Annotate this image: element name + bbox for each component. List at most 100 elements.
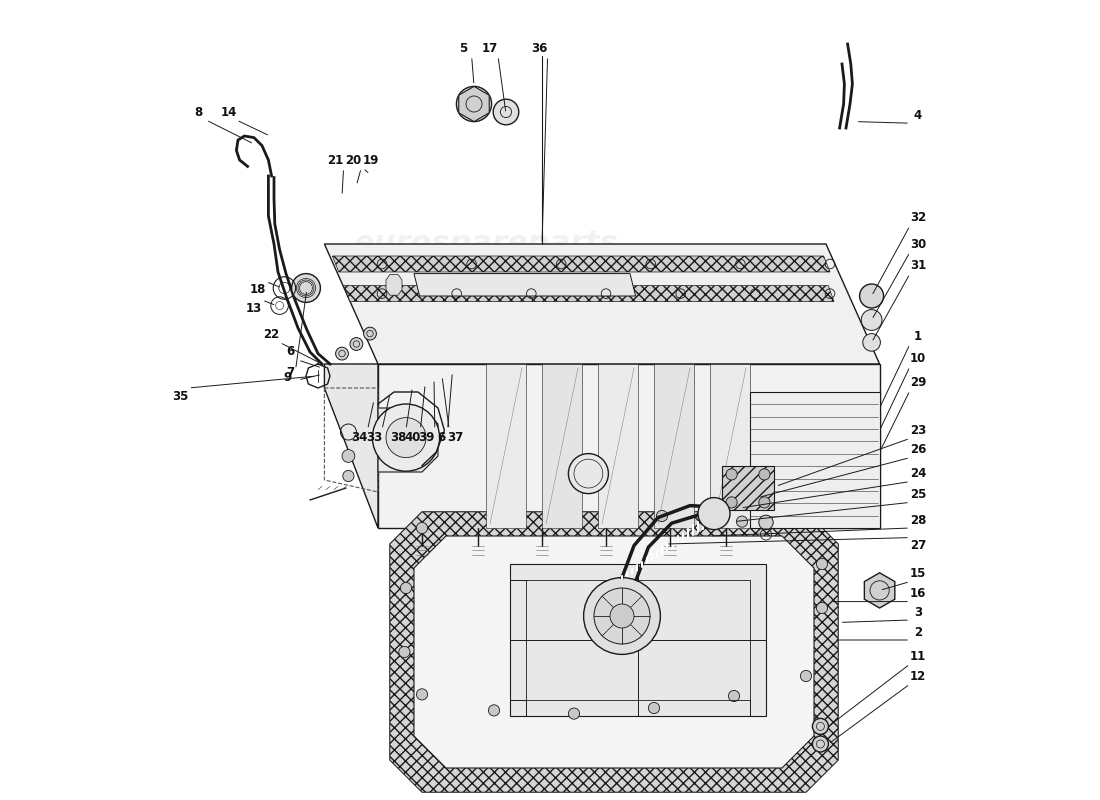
Circle shape [657, 510, 668, 522]
Circle shape [386, 418, 426, 458]
Polygon shape [598, 364, 638, 528]
Polygon shape [414, 274, 636, 296]
Text: 12: 12 [910, 670, 926, 682]
Circle shape [816, 602, 827, 614]
Circle shape [736, 516, 748, 527]
Circle shape [488, 705, 499, 716]
Circle shape [417, 522, 428, 534]
Text: 20: 20 [345, 154, 361, 166]
Text: 3: 3 [914, 606, 922, 618]
Text: 14: 14 [220, 106, 236, 118]
Circle shape [728, 690, 739, 702]
Polygon shape [414, 536, 814, 768]
Polygon shape [542, 364, 582, 528]
Polygon shape [486, 364, 526, 528]
Text: 18: 18 [250, 283, 266, 296]
Circle shape [759, 469, 770, 480]
Text: 2: 2 [914, 626, 922, 638]
Text: 35: 35 [173, 390, 188, 402]
Text: 23: 23 [910, 424, 926, 437]
Text: 19: 19 [363, 154, 379, 166]
Text: 15: 15 [910, 567, 926, 580]
Text: 11: 11 [910, 650, 926, 662]
Text: 32: 32 [910, 211, 926, 224]
Text: 7: 7 [286, 366, 294, 378]
Text: 36: 36 [531, 42, 548, 54]
Text: 17: 17 [482, 42, 498, 54]
Circle shape [342, 450, 355, 462]
Text: 28: 28 [910, 514, 926, 526]
Text: 16: 16 [910, 587, 926, 600]
Circle shape [801, 670, 812, 682]
Polygon shape [865, 573, 894, 608]
Text: 10: 10 [910, 352, 926, 365]
Text: 40: 40 [404, 431, 420, 444]
Text: 29: 29 [910, 376, 926, 389]
Polygon shape [378, 364, 880, 528]
Polygon shape [332, 256, 830, 272]
Circle shape [569, 454, 608, 494]
Text: 37: 37 [448, 431, 464, 444]
Circle shape [456, 86, 492, 122]
Circle shape [364, 327, 376, 340]
Circle shape [698, 498, 730, 530]
Circle shape [813, 736, 828, 752]
Circle shape [859, 284, 883, 308]
Circle shape [862, 334, 880, 351]
Polygon shape [654, 364, 694, 528]
Circle shape [417, 689, 428, 700]
Polygon shape [710, 364, 750, 528]
Circle shape [400, 582, 411, 594]
Polygon shape [386, 274, 402, 295]
Text: eurospareparts: eurospareparts [353, 230, 618, 258]
Text: 4: 4 [914, 109, 922, 122]
Polygon shape [378, 408, 438, 472]
Text: eurospareparts: eurospareparts [418, 546, 682, 574]
Polygon shape [459, 86, 490, 122]
Circle shape [343, 470, 354, 482]
Polygon shape [324, 364, 378, 528]
Text: 6: 6 [286, 346, 294, 358]
Text: 27: 27 [910, 539, 926, 552]
Text: 1: 1 [914, 330, 922, 342]
Polygon shape [324, 244, 880, 364]
Circle shape [350, 338, 363, 350]
Polygon shape [390, 512, 838, 792]
Circle shape [726, 497, 737, 508]
Text: 30: 30 [910, 238, 926, 250]
Text: 5: 5 [460, 42, 467, 54]
Circle shape [336, 347, 349, 360]
Polygon shape [722, 466, 774, 510]
Circle shape [813, 718, 828, 734]
Circle shape [292, 274, 320, 302]
Circle shape [726, 469, 737, 480]
Text: 6: 6 [437, 431, 446, 444]
Circle shape [399, 646, 410, 658]
Text: 24: 24 [910, 467, 926, 480]
Circle shape [373, 404, 440, 471]
Text: 13: 13 [246, 302, 262, 314]
Circle shape [610, 604, 634, 628]
Text: 39: 39 [419, 431, 435, 444]
Polygon shape [390, 512, 838, 792]
Text: 26: 26 [910, 443, 926, 456]
Circle shape [569, 708, 580, 719]
Circle shape [594, 588, 650, 644]
Text: 22: 22 [264, 328, 279, 341]
Circle shape [493, 99, 519, 125]
Text: 9: 9 [284, 371, 292, 384]
Circle shape [861, 310, 882, 330]
Text: 33: 33 [366, 431, 382, 444]
Text: 31: 31 [910, 259, 926, 272]
Polygon shape [510, 564, 766, 716]
Polygon shape [343, 286, 834, 302]
Circle shape [584, 578, 660, 654]
Text: 25: 25 [910, 488, 926, 501]
Text: 21: 21 [328, 154, 343, 166]
Polygon shape [750, 392, 880, 528]
Text: 8: 8 [194, 106, 202, 118]
Circle shape [816, 558, 827, 570]
Circle shape [759, 515, 773, 530]
Circle shape [648, 702, 660, 714]
Circle shape [759, 497, 770, 508]
